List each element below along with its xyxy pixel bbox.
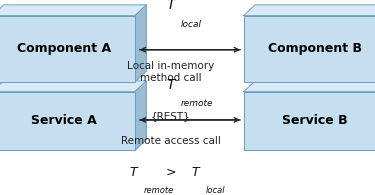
FancyBboxPatch shape <box>244 16 375 82</box>
Text: local: local <box>206 186 225 195</box>
Text: T: T <box>166 78 175 92</box>
Polygon shape <box>244 5 375 16</box>
Text: T: T <box>129 166 137 178</box>
FancyBboxPatch shape <box>0 92 135 150</box>
Text: Component B: Component B <box>268 42 362 55</box>
Polygon shape <box>135 81 146 150</box>
Polygon shape <box>244 81 375 92</box>
Text: T: T <box>191 166 199 178</box>
FancyBboxPatch shape <box>0 16 135 82</box>
Polygon shape <box>135 5 146 82</box>
Text: >: > <box>165 166 176 178</box>
Text: T: T <box>166 0 175 12</box>
Text: Local in-memory
method call: Local in-memory method call <box>127 61 214 83</box>
Text: Component A: Component A <box>17 42 111 55</box>
Text: {REST}: {REST} <box>151 111 190 121</box>
Text: Service A: Service A <box>31 114 97 127</box>
Text: Service B: Service B <box>282 114 348 127</box>
FancyBboxPatch shape <box>244 92 375 150</box>
Polygon shape <box>0 81 146 92</box>
Text: remote: remote <box>144 186 174 195</box>
Polygon shape <box>0 5 146 16</box>
Text: Remote access call: Remote access call <box>121 136 220 145</box>
Text: remote: remote <box>181 99 214 108</box>
Text: local: local <box>181 20 202 28</box>
